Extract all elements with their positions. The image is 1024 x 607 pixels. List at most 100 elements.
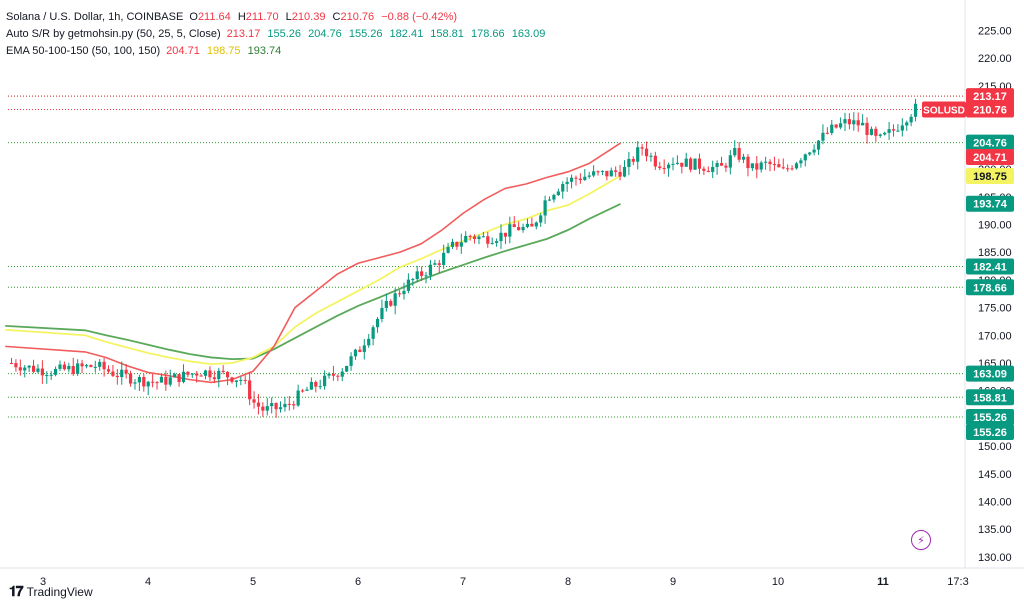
candle-body	[715, 163, 719, 167]
candle-body	[67, 365, 71, 370]
candle-body	[869, 128, 874, 135]
x-tick-label: 9	[670, 576, 676, 588]
candle-body	[186, 371, 190, 375]
candle-body	[816, 140, 821, 150]
price-axis-label: 158.81	[966, 389, 1014, 406]
candle-body	[309, 381, 313, 390]
sr-indicator-label[interactable]: Auto S/R by getmohsin.py (50, 25, 5, Clo…	[6, 28, 221, 40]
candle-body	[900, 125, 904, 131]
candle-body	[741, 156, 746, 160]
candle-body	[728, 155, 732, 168]
x-tick-label: 10	[772, 576, 784, 588]
candle-body	[455, 241, 459, 247]
candle-body	[270, 403, 274, 407]
y-tick-label: 170.00	[978, 330, 1012, 342]
low-value: 210.39	[291, 11, 326, 23]
y-tick-label: 135.00	[978, 524, 1012, 536]
candle-body	[768, 161, 772, 165]
x-tick-label: 11	[877, 576, 889, 588]
candle-body	[80, 363, 84, 367]
candle-body	[521, 226, 525, 231]
candle-body	[830, 124, 834, 134]
candle-body	[300, 390, 305, 392]
candle-body	[177, 374, 181, 383]
y-tick-label: 185.00	[978, 247, 1012, 259]
candle-body	[305, 389, 309, 391]
y-tick-label: 140.00	[978, 497, 1012, 509]
candle-body	[534, 222, 538, 227]
close-value: 210.76	[340, 11, 375, 23]
candle-body	[442, 252, 446, 265]
candle-body	[133, 382, 137, 384]
svg-text:163.09: 163.09	[973, 369, 1007, 381]
candle-body	[102, 361, 106, 370]
candle-body	[181, 371, 186, 383]
candle-body	[446, 246, 450, 253]
svg-text:158.81: 158.81	[973, 392, 1007, 404]
candle-body	[371, 327, 375, 339]
candle-body	[755, 163, 759, 170]
candle-body	[702, 168, 706, 171]
tradingview-brand[interactable]: 𝟏𝟕 TradingView	[9, 583, 93, 600]
candle-body	[684, 158, 688, 167]
candle-body	[353, 349, 358, 357]
price-axis-label: 193.74	[966, 195, 1014, 212]
candle-body	[217, 370, 221, 380]
candle-body	[821, 132, 825, 141]
y-tick-label: 225.00	[978, 26, 1012, 38]
candle-body	[428, 264, 433, 276]
candle-body	[658, 166, 662, 169]
candle-body	[402, 290, 406, 295]
change-value: −0.88 (−0.42%)	[381, 11, 458, 23]
candle-body	[234, 380, 239, 382]
candle-body	[539, 215, 543, 223]
x-tick-label: 4	[145, 576, 151, 588]
svg-text:193.74: 193.74	[973, 199, 1008, 211]
candle-body	[574, 177, 578, 179]
candle-body	[296, 390, 300, 406]
ema-indicator-label[interactable]: EMA 50-100-150 (50, 100, 150)	[6, 45, 161, 57]
price-axis-label: 198.75	[966, 167, 1014, 184]
candle-body	[499, 232, 503, 242]
candle-body	[662, 168, 666, 170]
candle-body	[569, 177, 574, 182]
candle-body	[565, 181, 569, 184]
candle-body	[517, 227, 521, 231]
candle-body	[283, 403, 287, 408]
candle-body	[600, 170, 605, 172]
ema50-line	[5, 142, 621, 384]
candle-body	[636, 147, 640, 162]
candle-body	[609, 170, 613, 177]
candle-body	[358, 349, 362, 352]
candle-body	[362, 345, 366, 352]
candle-body	[622, 166, 627, 177]
ema150-value: 193.74	[247, 45, 282, 57]
price-axis-label: 204.76	[966, 134, 1014, 151]
candle-body	[596, 171, 600, 173]
sr-value: 213.17	[226, 28, 261, 40]
candle-body	[825, 132, 829, 134]
svg-text:204.76: 204.76	[973, 138, 1007, 150]
candle-body	[556, 191, 560, 196]
price-axis-label: 182.41	[966, 258, 1014, 275]
candle-body	[230, 377, 234, 382]
candle-body	[137, 376, 141, 383]
candle-body	[278, 407, 283, 410]
candle-body	[794, 163, 799, 169]
candle-body	[323, 375, 327, 387]
candle-body	[614, 170, 618, 172]
candle-body	[909, 116, 913, 123]
price-axis-label: 155.26	[966, 423, 1014, 440]
candle-body	[697, 158, 702, 169]
x-tick-label: 5	[250, 576, 256, 588]
candle-body	[468, 235, 472, 237]
candle-body	[640, 147, 644, 149]
symbol-title[interactable]: Solana / U.S. Dollar, 1h, COINBASE	[6, 11, 184, 23]
candle-body	[314, 381, 318, 387]
candle-body	[530, 223, 534, 227]
candle-body	[31, 365, 36, 372]
lightning-icon[interactable]: ⚡	[911, 530, 931, 550]
candle-body	[89, 365, 93, 367]
